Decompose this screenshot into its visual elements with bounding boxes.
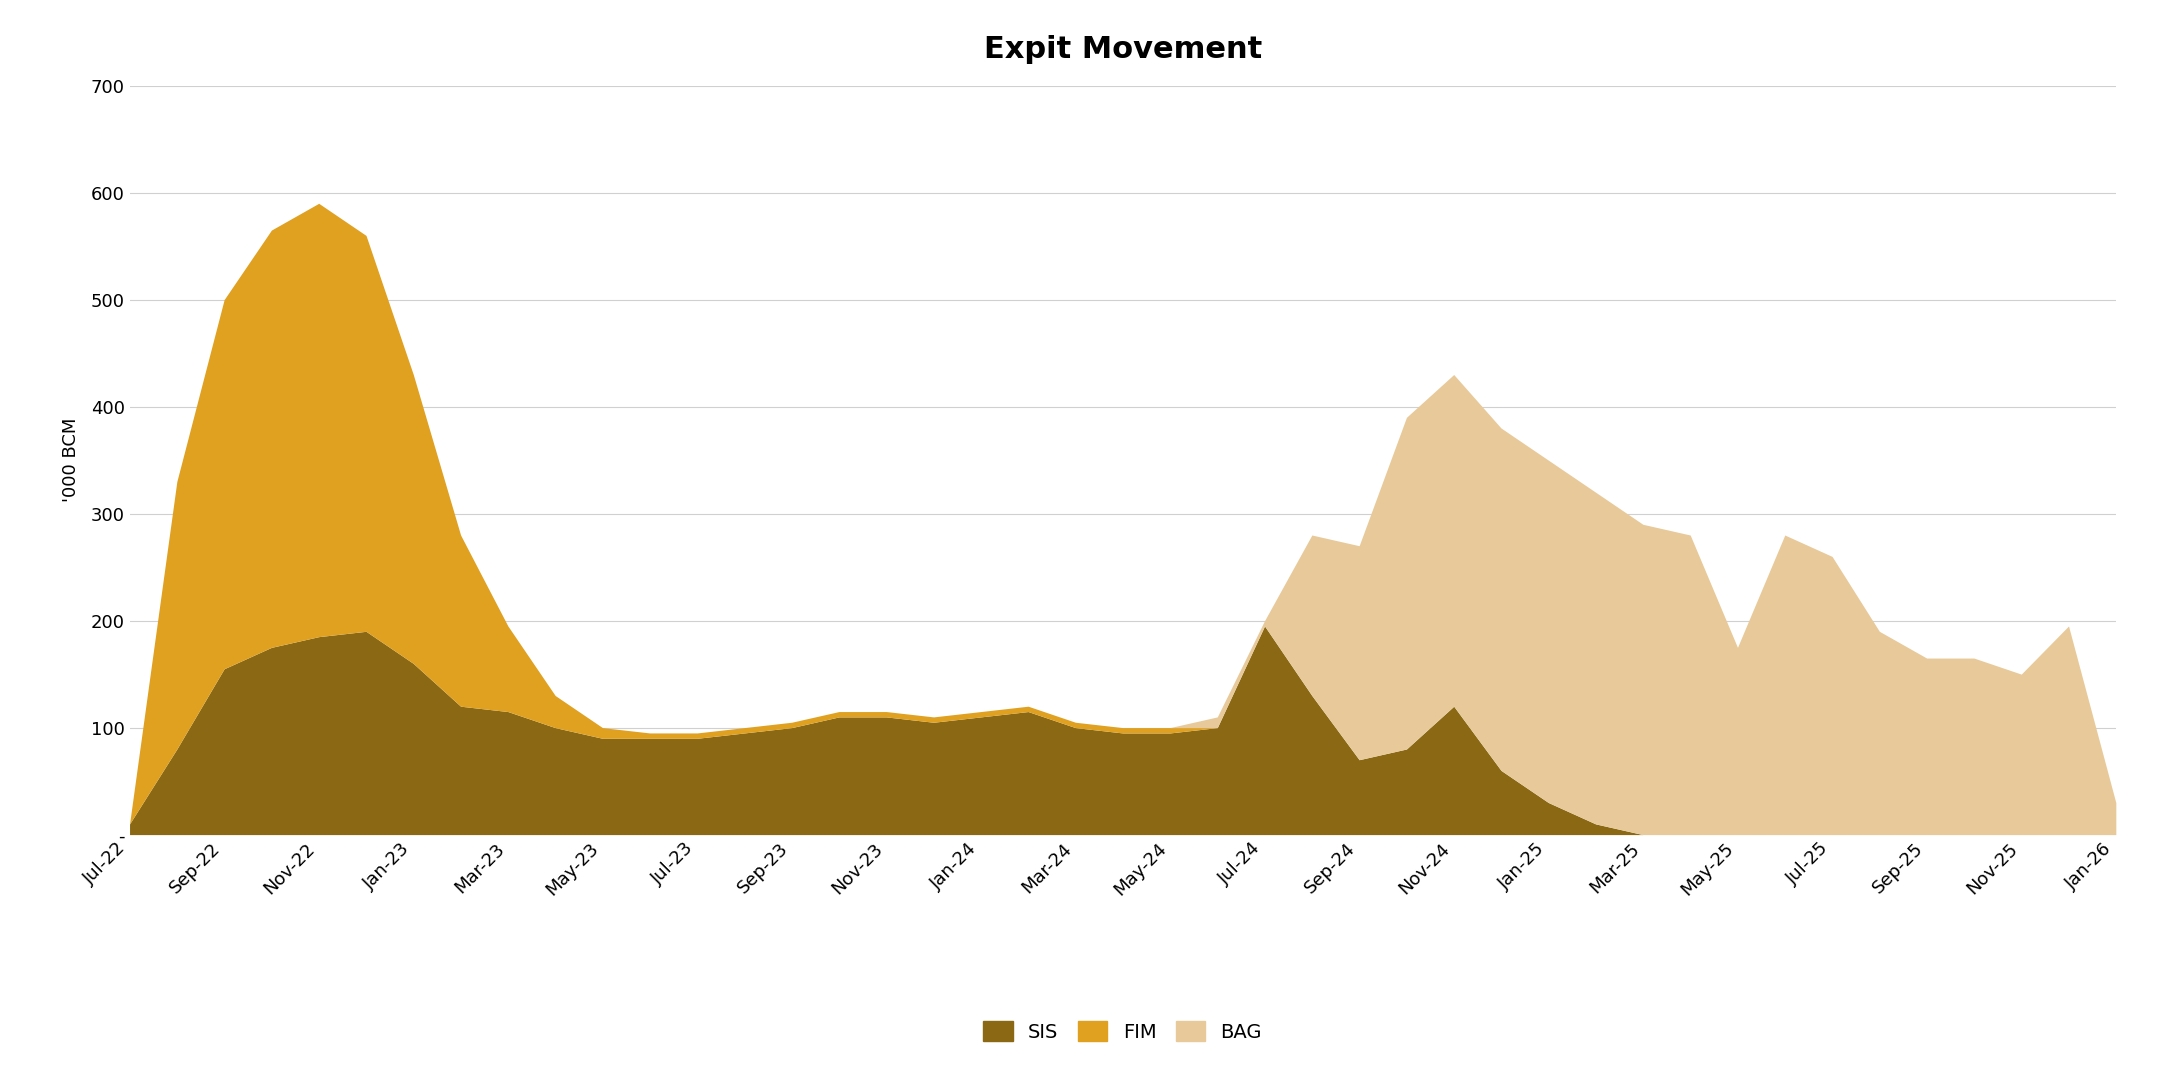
Title: Expit Movement: Expit Movement (985, 35, 1261, 64)
Y-axis label: '000 BCM: '000 BCM (63, 418, 80, 502)
Legend: SIS, FIM, BAG: SIS, FIM, BAG (976, 1013, 1269, 1050)
